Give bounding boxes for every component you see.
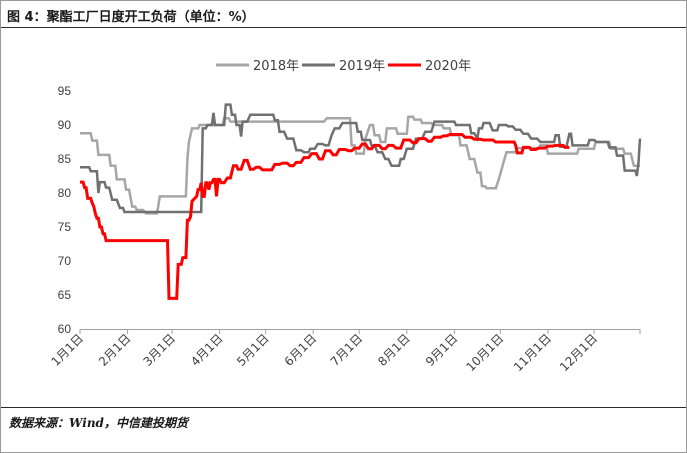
chart-legend: 2018年 2019年 2020年: [216, 59, 471, 74]
x-tick-label: 10月1日: [463, 331, 506, 374]
x-tick-label: 8月1日: [375, 331, 413, 369]
x-tick-label: 5月1日: [234, 331, 272, 369]
x-tick-label: 9月1日: [423, 331, 461, 369]
x-tick-label: 11月1日: [511, 331, 554, 374]
source-note: 数据来源：Wind，中信建投期货: [9, 416, 188, 430]
x-tick-label: 3月1日: [141, 331, 179, 369]
y-tick-label: 80: [58, 186, 72, 200]
y-tick-label: 75: [58, 220, 72, 234]
x-tick-label: 7月1日: [328, 331, 366, 369]
series-line-1: [80, 115, 640, 215]
x-tick-label: 1月1日: [48, 331, 86, 369]
title-bar: 图 4：聚酯工厂日度开工负荷（单位：%）: [1, 1, 686, 28]
y-tick-label: 60: [58, 322, 72, 336]
x-tick-label: 6月1日: [282, 331, 320, 369]
x-tick-label: 4月1日: [188, 331, 226, 369]
series-line-2: [80, 103, 642, 214]
x-tick-label: 2月1日: [96, 331, 134, 369]
legend-label: 2020年: [425, 59, 471, 74]
legend-label: 2019年: [339, 59, 385, 74]
source-divider: [1, 407, 686, 408]
series-line-3: [80, 133, 570, 300]
x-axis: 1月1日 2月1日 3月1日 4月1日 5月1日 6月1日 7月1日 8月1日 9月1日 10月1…: [48, 329, 641, 374]
y-tick-label: 85: [58, 152, 72, 166]
y-tick-label: 90: [58, 118, 72, 132]
y-axis: 60 65 70 75 80 85 90 95: [58, 84, 72, 336]
y-tick-label: 95: [58, 84, 72, 98]
series-layer: [80, 103, 642, 300]
y-tick-label: 70: [58, 254, 72, 268]
legend-label: 2018年: [253, 59, 299, 74]
figure-title: 图 4：聚酯工厂日度开工负荷（单位：%）: [7, 10, 255, 25]
x-tick-label: 12月1日: [557, 331, 600, 374]
y-tick-label: 65: [58, 288, 72, 302]
